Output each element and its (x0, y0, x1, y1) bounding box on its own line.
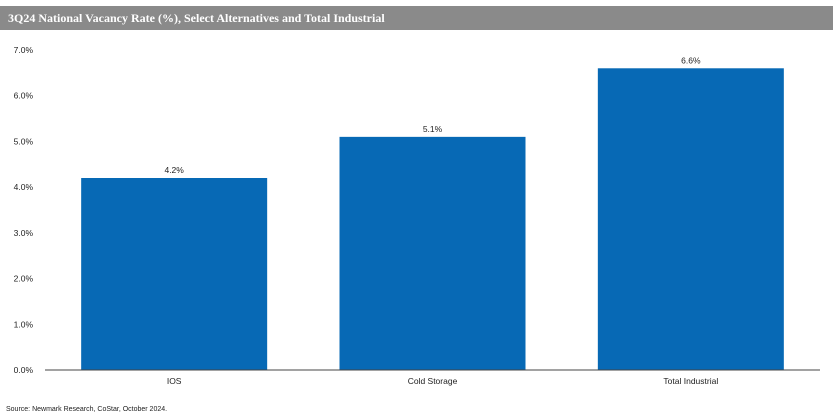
bar (597, 68, 784, 371)
y-tick-label: 0.0% (14, 365, 34, 375)
x-tick-label: Total Industrial (663, 376, 718, 386)
x-tick-label: IOS (167, 376, 182, 386)
data-label: 5.1% (423, 124, 443, 134)
y-tick-label: 1.0% (14, 319, 34, 329)
y-tick-label: 3.0% (14, 228, 34, 238)
x-tick-label: Cold Storage (408, 376, 458, 386)
bar (81, 178, 268, 370)
bar-chart: 0.0% 1.0% 2.0% 3.0% 4.0% 5.0% 6.0% 7.0% 4.2% IOS 5… (14, 45, 820, 386)
y-tick-label: 2.0% (14, 274, 34, 284)
data-label: 4.2% (164, 165, 184, 175)
bar (339, 136, 526, 370)
y-tick-label: 6.0% (14, 91, 34, 101)
y-tick-label: 4.0% (14, 182, 34, 192)
y-tick-label: 5.0% (14, 136, 34, 146)
chart-title: 3Q24 National Vacancy Rate (%), Select A… (0, 6, 833, 30)
y-tick-label: 7.0% (14, 45, 34, 55)
data-label: 6.6% (681, 55, 701, 65)
source-note: Source: Newmark Research, CoStar, Octobe… (6, 406, 168, 413)
